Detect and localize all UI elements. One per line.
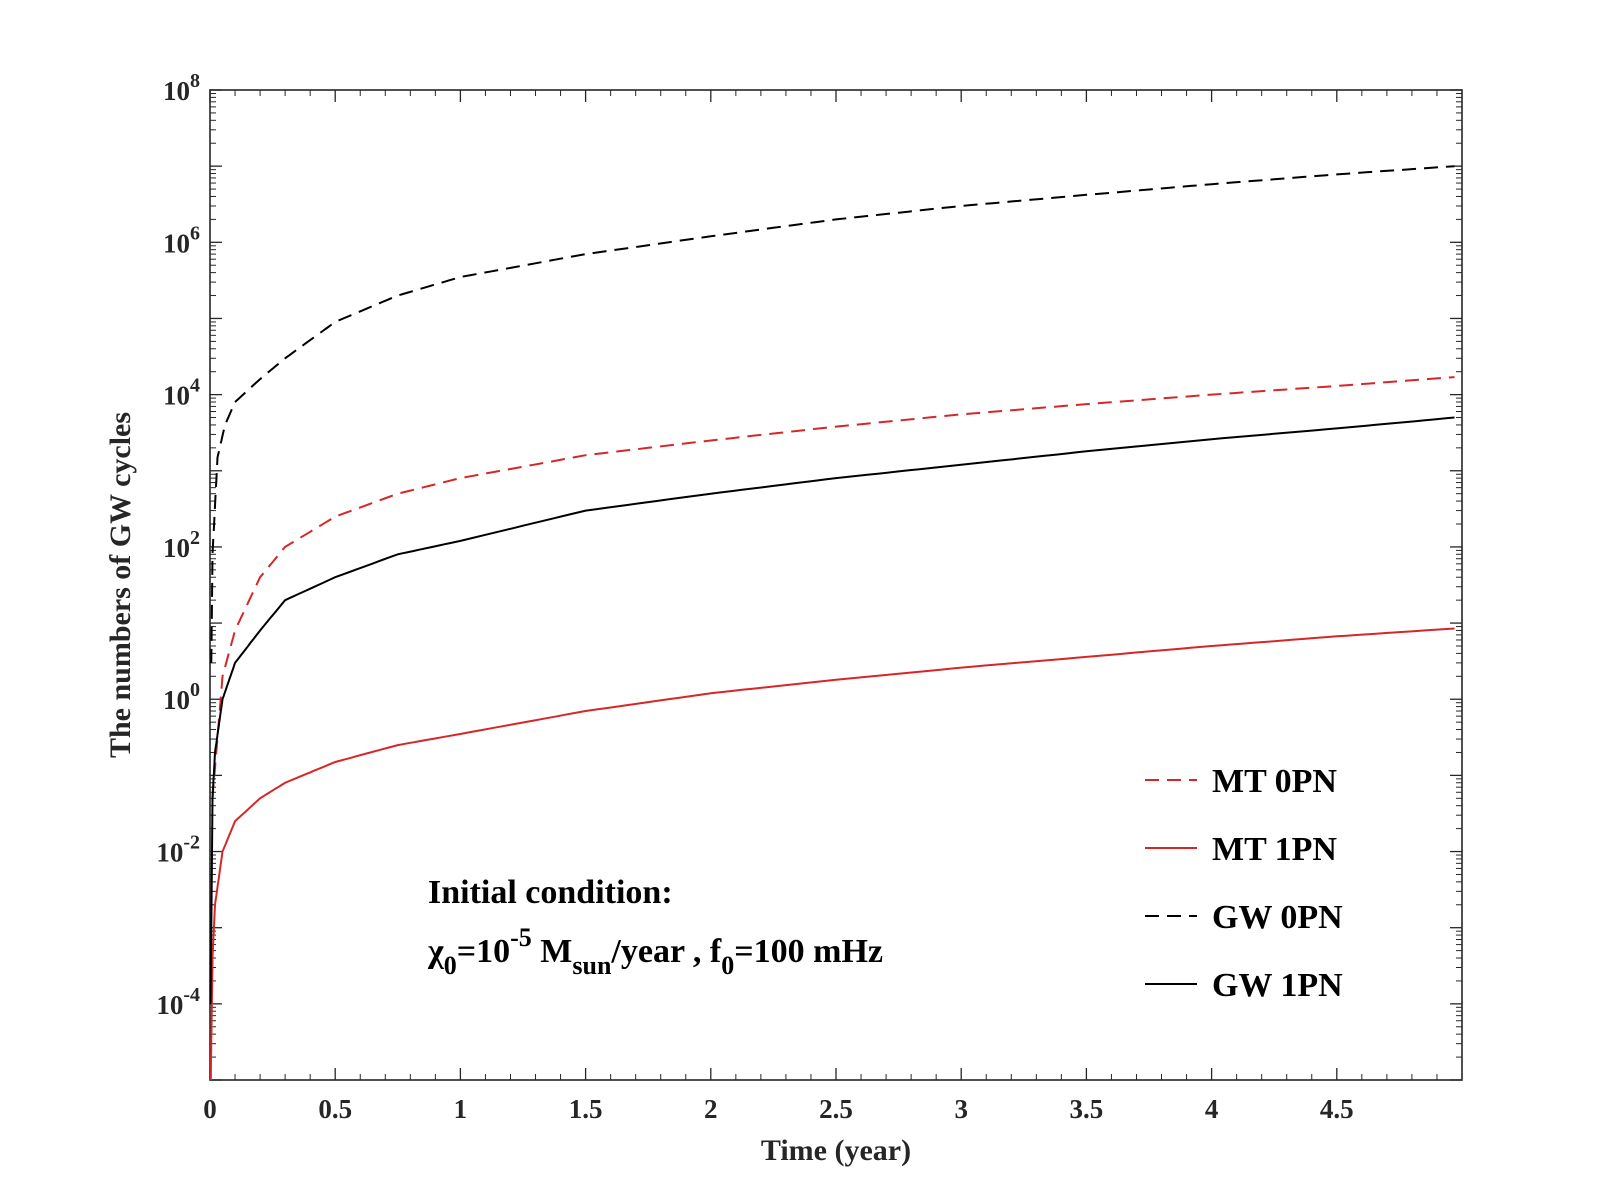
x-tick-label: 2.5 — [819, 1094, 853, 1124]
series-line-gw-0pn — [210, 165, 1455, 663]
x-tick-label: 2 — [704, 1094, 718, 1124]
legend-label: GW 0PN — [1212, 899, 1343, 936]
y-tick-label: 10-2 — [156, 832, 200, 868]
x-tick-label: 1 — [454, 1094, 468, 1124]
series-line-mt-1pn — [209, 627, 1455, 1081]
x-tick-label: 4 — [1205, 1094, 1219, 1124]
minor-ticks — [210, 90, 1462, 1080]
major-ticks — [209, 89, 1462, 1081]
series-line-mt-0pn — [211, 376, 1455, 799]
x-tick-label: 1.5 — [569, 1094, 603, 1124]
annotation: Initial condition: χ0=10-5 Msun/year , f… — [427, 874, 883, 980]
chi-symbol: χ — [427, 933, 444, 970]
chi-subscript: 0 — [444, 951, 457, 980]
unit-m: M — [532, 933, 573, 970]
y-axis-title: The numbers of GW cycles — [104, 412, 137, 758]
series-lines — [209, 165, 1455, 1081]
unit-rest: /year , f — [610, 933, 722, 970]
series-line-gw-1pn — [209, 416, 1455, 1004]
x-axis-title: Time (year) — [761, 1134, 911, 1167]
x-tick-labels: 0 0.5 1 1.5 2 2.5 3 3.5 4 4.5 — [203, 1094, 1353, 1124]
y-tick-label: 10-4 — [156, 984, 200, 1020]
x-tick-label: 3.5 — [1070, 1094, 1104, 1124]
annotation-line1: Initial condition: — [428, 874, 673, 911]
x-tick-label: 4.5 — [1320, 1094, 1354, 1124]
legend-label: MT 1PN — [1212, 831, 1337, 868]
plot-area — [209, 89, 1463, 1081]
legend-label: MT 0PN — [1212, 763, 1337, 800]
f-rest: =100 mHz — [734, 933, 883, 970]
legend-label: GW 1PN — [1212, 967, 1343, 1004]
x-tick-label: 0 — [203, 1094, 217, 1124]
y-tick-label: 108 — [163, 70, 200, 106]
y-tick-label: 100 — [163, 679, 200, 715]
y-tick-labels: 10-4 10-2 100 102 104 106 108 — [156, 70, 200, 1020]
unit-m-subscript: sun — [572, 951, 612, 980]
x-tick-label: 0.5 — [318, 1094, 352, 1124]
y-tick-label: 102 — [163, 527, 200, 563]
y-tick-label: 106 — [163, 222, 200, 258]
exponent: -5 — [510, 923, 532, 952]
x-tick-label: 3 — [954, 1094, 968, 1124]
annotation-line2: χ0=10-5 Msun/year , f0=100 mHz — [427, 923, 883, 980]
eq-part: =10 — [457, 933, 510, 970]
y-tick-label: 104 — [163, 375, 200, 411]
f-subscript: 0 — [721, 951, 734, 980]
legend: MT 0PN MT 1PN GW 0PN GW 1PN — [1145, 763, 1343, 1004]
